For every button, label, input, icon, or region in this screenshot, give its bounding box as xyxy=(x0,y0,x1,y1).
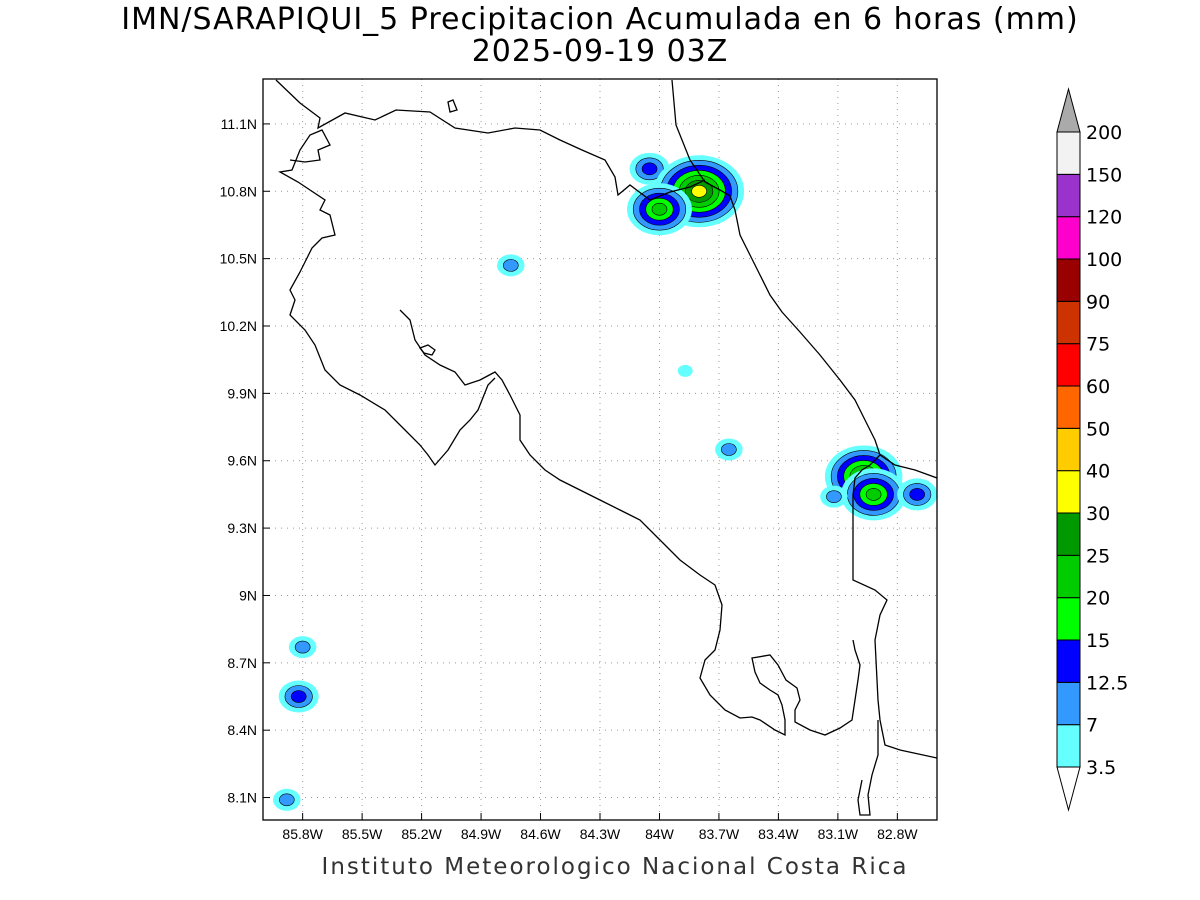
colorbar-level-label: 12.5 xyxy=(1086,672,1128,694)
colorbar-level-label: 90 xyxy=(1086,291,1110,313)
island-north xyxy=(447,99,458,113)
coastline-and-borders xyxy=(275,79,937,816)
colorbar-level-label: 20 xyxy=(1086,588,1110,610)
colorbar-swatch xyxy=(1056,300,1081,345)
colorbar-swatch xyxy=(1056,216,1081,260)
colorbar-legend: 3.5 7 12.5 15 20 25 30 40 50 60 75 90 100 120 150 200 xyxy=(1056,87,1128,812)
y-tick-label: 11.1N xyxy=(221,116,257,132)
y-tick-label: 9.3N xyxy=(227,520,257,536)
y-tick-label: 9N xyxy=(239,587,257,603)
map-grid xyxy=(263,79,937,820)
colorbar-swatch xyxy=(1056,681,1081,726)
colorbar-level-label: 50 xyxy=(1086,418,1110,440)
colorbar-level-label: 150 xyxy=(1086,164,1122,186)
colorbar-level-label: 100 xyxy=(1086,249,1122,271)
colorbar-swatch xyxy=(1056,258,1081,302)
nicaragua-border xyxy=(275,79,706,201)
precip-cell xyxy=(677,364,693,377)
colorbar-min-arrow xyxy=(1056,766,1081,812)
colorbar-swatch xyxy=(1056,385,1081,429)
y-tick-label: 8.1N xyxy=(227,790,257,806)
colorbar-swatch xyxy=(1056,343,1081,387)
colorbar-level-label: 120 xyxy=(1086,207,1122,229)
colorbar-swatch xyxy=(1056,724,1081,768)
colorbar-level-label: 7 xyxy=(1086,715,1098,737)
y-tick-label: 10.2N xyxy=(220,318,257,334)
colorbar-swatch xyxy=(1056,427,1081,472)
x-tick-label: 84.3W xyxy=(580,826,621,842)
x-tick-label: 85.2W xyxy=(401,826,442,842)
precip-cell xyxy=(626,183,692,236)
caribbean-coast xyxy=(671,79,937,479)
latitude-axis: 11.1N 10.8N 10.5N 10.2N 9.9N 9.6N 9.3N 9N 8.7N 8.… xyxy=(220,116,270,806)
x-tick-label: 85.8W xyxy=(282,826,323,842)
colorbar-level-label: 200 xyxy=(1086,122,1122,144)
longitude-axis: 85.8W 85.5W 85.2W 84.9W 84.6W 84.3W 84W 83.7W 83… xyxy=(282,813,918,842)
y-tick-label: 10.5N xyxy=(220,251,257,267)
precip-cell xyxy=(497,254,525,277)
colorbar-swatch xyxy=(1056,639,1081,683)
x-tick-label: 83.1W xyxy=(818,826,859,842)
footer-credit: Instituto Meteorologico Nacional Costa R… xyxy=(321,854,909,880)
map-title: IMN/SARAPIQUI_5 Precipitacion Acumulada … xyxy=(121,2,1079,37)
precip-cell xyxy=(715,438,743,461)
x-tick-label: 82.8W xyxy=(877,826,918,842)
y-tick-label: 10.8N xyxy=(220,183,257,199)
y-tick-label: 9.6N xyxy=(227,453,257,469)
precip-cell xyxy=(820,485,848,508)
precip-cell xyxy=(841,468,907,521)
colorbar-swatch xyxy=(1056,131,1081,175)
y-tick-label: 8.4N xyxy=(227,722,257,738)
colorbar-level-label: 60 xyxy=(1086,376,1110,398)
x-tick-label: 84.6W xyxy=(520,826,561,842)
precip-cell xyxy=(897,478,937,511)
colorbar-swatch xyxy=(1056,597,1081,641)
colorbar-level-label: 25 xyxy=(1086,545,1110,567)
plot-frame xyxy=(262,78,938,821)
y-tick-label: 8.7N xyxy=(227,655,257,671)
colorbar-level-label: 3.5 xyxy=(1086,757,1116,779)
burica-peninsula xyxy=(857,720,879,816)
x-tick-label: 84W xyxy=(645,826,675,842)
colorbar-max-arrow xyxy=(1056,87,1081,133)
precip-cell xyxy=(288,636,317,659)
colorbar-swatch xyxy=(1056,173,1081,218)
y-tick-label: 9.9N xyxy=(227,385,257,401)
panama-border xyxy=(852,454,937,759)
colorbar-swatch xyxy=(1056,554,1081,599)
precip-cell xyxy=(273,788,301,811)
pacific-coast-south xyxy=(399,309,861,737)
colorbar-level-label: 40 xyxy=(1086,461,1110,483)
pacific-coast-north xyxy=(278,129,496,467)
x-tick-label: 83.7W xyxy=(699,826,740,842)
colorbar-level-label: 30 xyxy=(1086,503,1110,525)
colorbar-swatch xyxy=(1056,470,1081,514)
precip-cell xyxy=(278,680,319,713)
colorbar-swatch xyxy=(1056,512,1081,556)
precipitation-contours xyxy=(273,152,937,811)
map-subtitle-date: 2025-09-19 03Z xyxy=(471,34,729,69)
x-tick-label: 83.4W xyxy=(758,826,799,842)
colorbar-level-label: 15 xyxy=(1086,630,1110,652)
x-tick-label: 84.9W xyxy=(461,826,502,842)
colorbar-level-label: 75 xyxy=(1086,334,1110,356)
x-tick-label: 85.5W xyxy=(342,826,383,842)
island-nicoya xyxy=(418,344,436,356)
